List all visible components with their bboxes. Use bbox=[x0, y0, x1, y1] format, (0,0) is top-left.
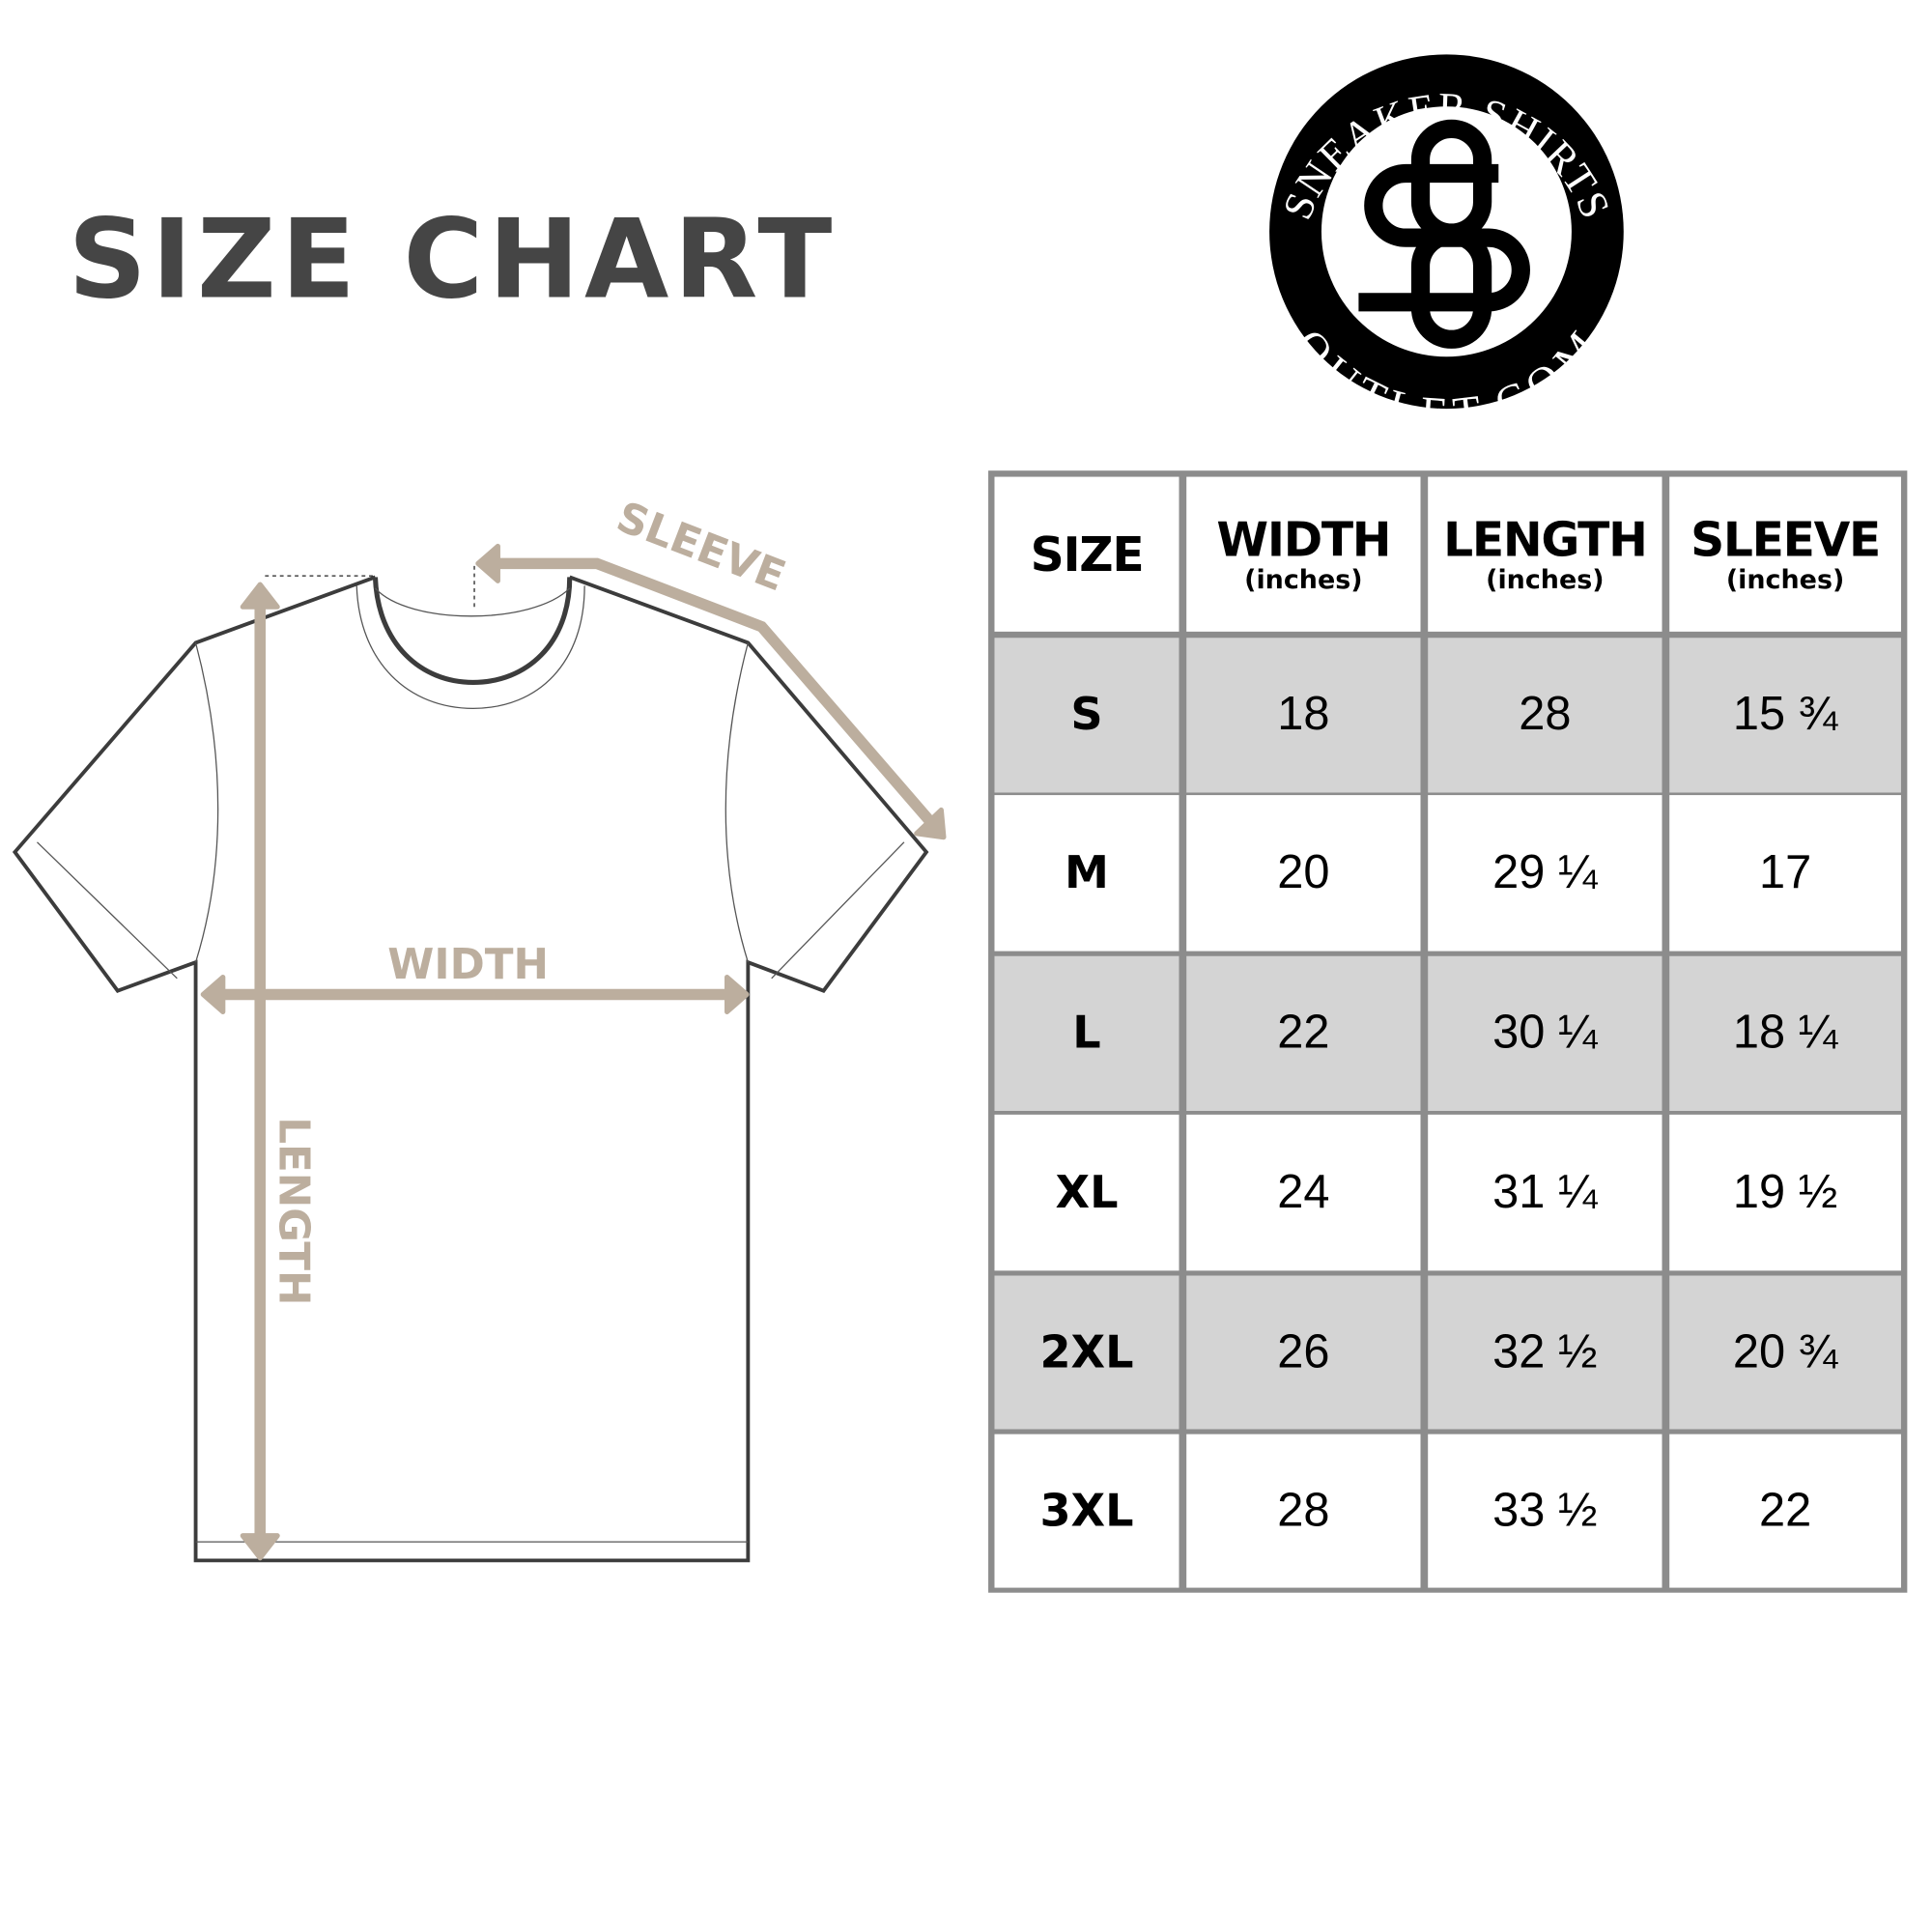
table-cell-size: 2XL bbox=[994, 1275, 1179, 1430]
table-cell-sleeve: 18 ¼ bbox=[1669, 955, 1901, 1111]
brand-logo: SNEAKER SHIRTS OUTLET.COM bbox=[1269, 54, 1624, 439]
size-label: 2XL bbox=[1039, 1326, 1134, 1378]
measure-guides bbox=[265, 565, 475, 608]
measurement-value: 26 bbox=[1277, 1325, 1330, 1378]
tshirt-outline bbox=[12, 575, 929, 1563]
page-title: SIZE CHART bbox=[68, 195, 838, 324]
size-label: L bbox=[1072, 1008, 1101, 1060]
measurement-value: 20 bbox=[1277, 846, 1330, 899]
size-label: 3XL bbox=[1039, 1485, 1134, 1537]
measurement-value: 24 bbox=[1277, 1166, 1330, 1218]
header-unit: (inches) bbox=[1244, 563, 1363, 594]
table-cell-length: 29 ¼ bbox=[1428, 795, 1662, 952]
header-label: LENGTH bbox=[1443, 512, 1648, 567]
monogram-icon bbox=[1358, 119, 1530, 349]
table-cell-size: L bbox=[994, 955, 1179, 1111]
measurement-value: 19 ½ bbox=[1732, 1166, 1838, 1218]
header-label: SIZE bbox=[1030, 526, 1145, 582]
measurement-value: 22 bbox=[1277, 1007, 1330, 1060]
measurement-value: 28 bbox=[1277, 1484, 1330, 1537]
table-cell-length: 28 bbox=[1428, 638, 1662, 793]
length-arrow bbox=[240, 582, 280, 1561]
measurement-value: 22 bbox=[1758, 1484, 1812, 1537]
table-cell-width: 20 bbox=[1186, 795, 1421, 952]
sleeve-label: SLEEVE bbox=[611, 493, 792, 601]
length-label: LENGTH bbox=[270, 1117, 318, 1305]
size-label: M bbox=[1065, 847, 1109, 899]
table-cell-size: 3XL bbox=[994, 1434, 1179, 1588]
measurement-value: 29 ¼ bbox=[1492, 846, 1598, 899]
table-cell-sleeve: 22 bbox=[1669, 1434, 1901, 1588]
tshirt-seams bbox=[37, 585, 905, 1543]
table-cell-length: 30 ¼ bbox=[1428, 955, 1662, 1111]
measurement-value: 15 ¾ bbox=[1732, 688, 1838, 741]
measurement-value: 31 ¼ bbox=[1492, 1166, 1598, 1218]
measurement-value: 18 bbox=[1277, 688, 1330, 741]
table-cell-sleeve: 15 ¾ bbox=[1669, 638, 1901, 793]
header-size: SIZE bbox=[994, 476, 1179, 632]
measurement-value: 17 bbox=[1758, 846, 1812, 899]
header-label: SLEEVE bbox=[1690, 512, 1881, 567]
measurement-value: 28 bbox=[1519, 688, 1572, 741]
size-label: S bbox=[1070, 690, 1103, 741]
header-unit: (inches) bbox=[1486, 563, 1605, 594]
table-cell-sleeve: 19 ½ bbox=[1669, 1114, 1901, 1271]
measurement-value: 30 ¼ bbox=[1492, 1007, 1598, 1060]
sleeve-arrow bbox=[475, 543, 947, 840]
header-length: LENGTH (inches) bbox=[1428, 476, 1662, 632]
table-cell-width: 26 bbox=[1186, 1275, 1421, 1430]
table-cell-width: 28 bbox=[1186, 1434, 1421, 1588]
table-cell-length: 33 ½ bbox=[1428, 1434, 1662, 1588]
measurement-value: 20 ¾ bbox=[1732, 1325, 1838, 1378]
size-table: SIZE WIDTH (inches) LENGTH (inches) SLEEVE (in… bbox=[988, 470, 1908, 1593]
table-cell-size: S bbox=[994, 638, 1179, 793]
measurement-value: 18 ¼ bbox=[1732, 1007, 1838, 1060]
table-cell-length: 31 ¼ bbox=[1428, 1114, 1662, 1271]
table-cell-width: 22 bbox=[1186, 955, 1421, 1111]
width-arrow bbox=[200, 974, 750, 1014]
header-unit: (inches) bbox=[1725, 563, 1845, 594]
width-label: WIDTH bbox=[387, 941, 549, 989]
table-cell-length: 32 ½ bbox=[1428, 1275, 1662, 1430]
header-label: WIDTH bbox=[1216, 512, 1391, 567]
size-label: XL bbox=[1055, 1167, 1119, 1218]
table-cell-size: XL bbox=[994, 1114, 1179, 1271]
measurement-value: 32 ½ bbox=[1492, 1325, 1598, 1378]
table-cell-width: 24 bbox=[1186, 1114, 1421, 1271]
measurement-value: 33 ½ bbox=[1492, 1484, 1598, 1537]
table-cell-sleeve: 17 bbox=[1669, 795, 1901, 952]
header-width: WIDTH (inches) bbox=[1186, 476, 1421, 632]
header-sleeve: SLEEVE (inches) bbox=[1669, 476, 1901, 632]
table-cell-size: M bbox=[994, 795, 1179, 952]
table-cell-width: 18 bbox=[1186, 638, 1421, 793]
table-cell-sleeve: 20 ¾ bbox=[1669, 1275, 1901, 1430]
